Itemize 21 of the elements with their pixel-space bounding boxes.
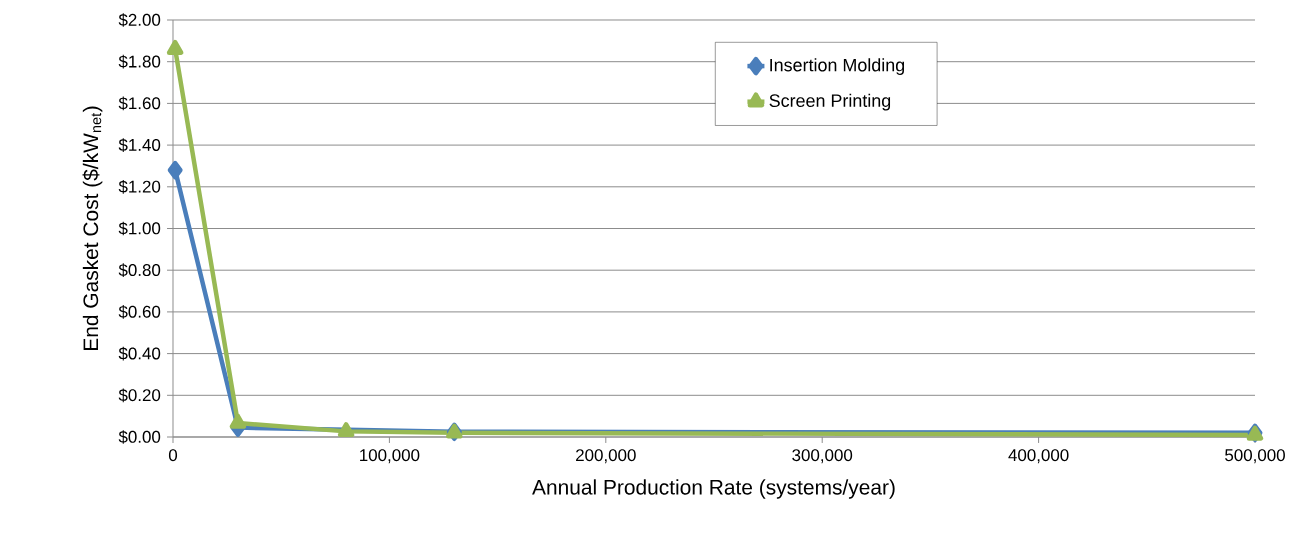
y-tick-label: $1.60 <box>118 96 161 111</box>
y-tick-label: $1.00 <box>118 221 161 236</box>
y-tick-label: $2.00 <box>118 13 161 27</box>
x-tick-label: 400,000 <box>1008 449 1069 464</box>
legend-label: Insertion Molding <box>770 58 905 75</box>
x-tick-label: 0 <box>168 449 178 462</box>
y-tick-label: $1.80 <box>118 54 161 69</box>
y-tick-label: $0.20 <box>118 388 161 403</box>
legend-label: Screen Printing <box>769 93 891 111</box>
x-tick-label: 100,000 <box>360 449 420 464</box>
y-tick-label: $0.60 <box>118 305 161 319</box>
y-tick-label: $0.80 <box>118 263 161 278</box>
y-axis-title: End Gasket Cost ($/kW$_{net}$) <box>82 106 103 350</box>
y-tick-label: $1.40 <box>118 138 161 152</box>
x-tick-label: 200,000 <box>576 449 636 464</box>
x-tick-label: 500,000 <box>1225 449 1285 464</box>
y-tick-label: $0.40 <box>118 346 161 361</box>
y-tick-label: $0.00 <box>118 430 161 444</box>
y-tick-label: $1.20 <box>118 179 161 194</box>
x-axis-title: Annual Production Rate (systems/year) <box>532 479 895 499</box>
x-tick-label: 300,000 <box>792 449 853 464</box>
